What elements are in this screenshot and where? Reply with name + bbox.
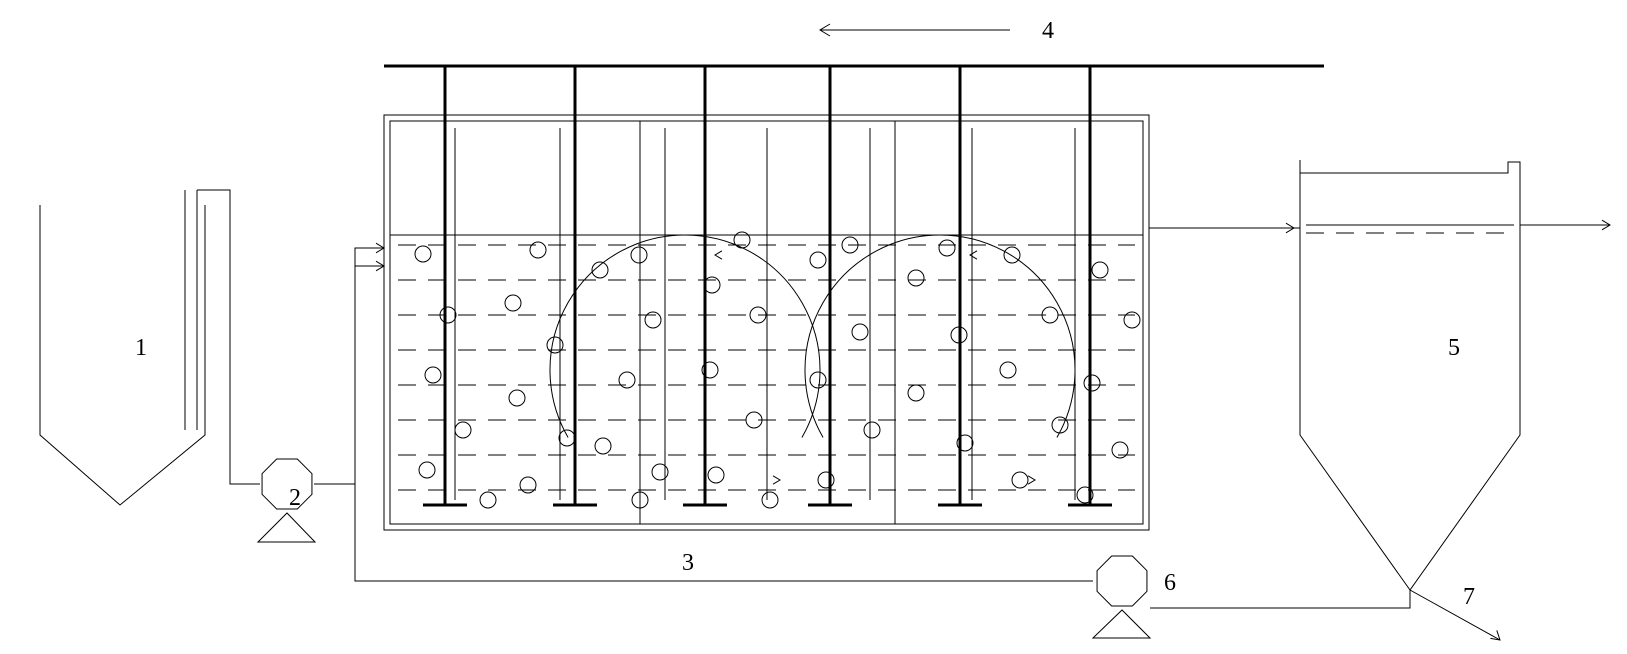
- label-2: 2: [289, 485, 301, 511]
- pump-right-icon: [1097, 556, 1147, 606]
- pump-left-icon: [262, 459, 312, 509]
- label-5: 5: [1448, 335, 1460, 361]
- tank-left: [40, 205, 205, 505]
- label-7: 7: [1463, 584, 1475, 610]
- label-3: 3: [682, 550, 694, 576]
- label-1: 1: [135, 335, 147, 361]
- diagram-root: 1 2 3 4 5 6 7: [0, 0, 1627, 654]
- label-6: 6: [1164, 570, 1176, 596]
- label-4: 4: [1042, 18, 1054, 44]
